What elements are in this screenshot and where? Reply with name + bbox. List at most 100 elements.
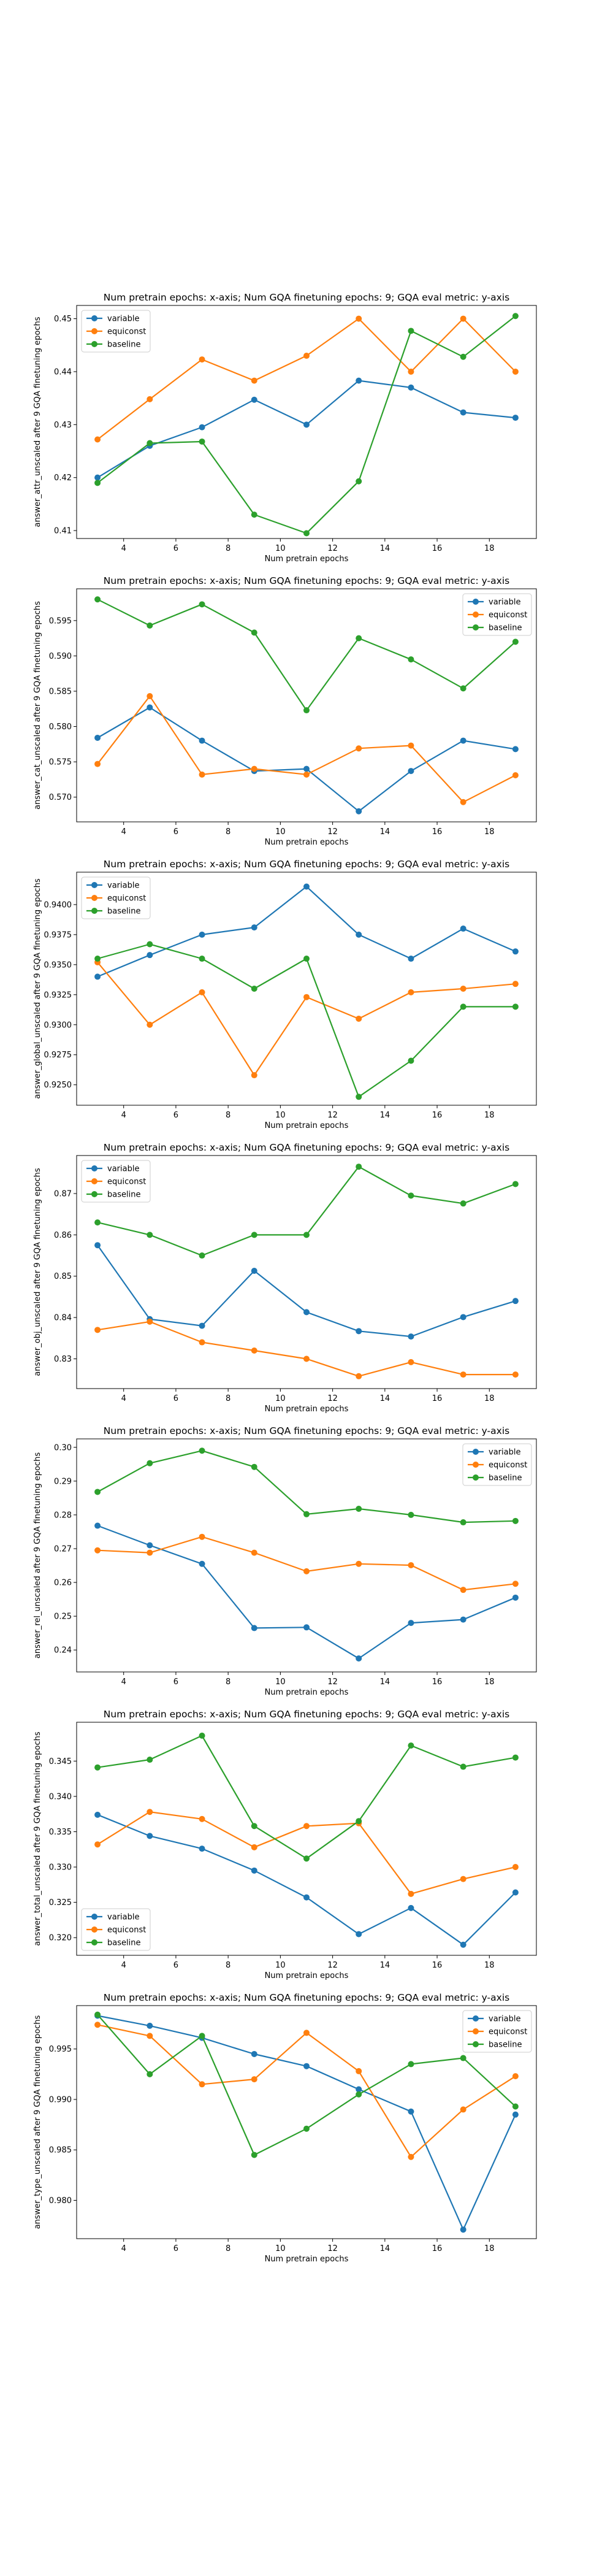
data-point-baseline <box>356 478 362 485</box>
y-tick-label: 0.25 <box>54 1612 72 1622</box>
y-tick-label: 0.570 <box>49 793 72 802</box>
data-point-equiconst <box>460 315 466 322</box>
data-point-variable <box>512 746 519 753</box>
data-point-baseline <box>460 1763 466 1770</box>
legend-marker-variable <box>91 1165 97 1171</box>
legend-label: baseline <box>107 340 140 350</box>
legend-marker-variable <box>91 882 97 888</box>
y-tick-label: 0.43 <box>54 421 72 430</box>
legend-marker-equiconst <box>91 1178 97 1184</box>
y-axis-label: answer_global_unscaled after 9 GQA finet… <box>33 878 42 1098</box>
legend-label: equiconst <box>107 894 146 903</box>
chart-5: Num pretrain epochs: x-axis; Num GQA fin… <box>33 1425 537 1697</box>
data-point-baseline <box>94 480 101 486</box>
y-tick-label: 0.980 <box>49 2196 72 2206</box>
chart-6: Num pretrain epochs: x-axis; Num GQA fin… <box>33 1709 537 1980</box>
x-axis-label: Num pretrain epochs <box>265 1121 349 1130</box>
x-tick-label: 6 <box>173 544 178 553</box>
data-point-equiconst <box>356 315 362 322</box>
data-point-baseline <box>199 956 205 962</box>
y-tick-label: 0.26 <box>54 1579 72 1588</box>
data-point-variable <box>303 883 310 890</box>
data-point-variable <box>356 931 362 938</box>
x-tick-label: 10 <box>275 1394 286 1403</box>
data-point-baseline <box>251 1463 257 1470</box>
data-point-equiconst <box>303 1568 310 1574</box>
data-point-baseline <box>303 1232 310 1238</box>
chart-title: Num pretrain epochs: x-axis; Num GQA fin… <box>104 1425 509 1436</box>
data-point-variable <box>303 2063 310 2069</box>
data-point-baseline <box>512 1003 519 1010</box>
data-point-equiconst <box>251 1072 257 1079</box>
chart-title: Num pretrain epochs: x-axis; Num GQA fin… <box>104 1992 509 2003</box>
data-point-variable <box>356 808 362 815</box>
legend: variable equiconst baseline <box>462 593 532 636</box>
x-axis-label: Num pretrain epochs <box>265 1688 349 1697</box>
data-point-variable <box>303 1624 310 1631</box>
x-tick-label: 12 <box>327 1111 338 1120</box>
x-tick-label: 8 <box>226 827 230 837</box>
x-tick-label: 18 <box>484 544 495 553</box>
x-tick-label: 14 <box>380 544 390 553</box>
data-point-equiconst <box>303 353 310 359</box>
data-point-equiconst <box>408 368 414 375</box>
x-tick-label: 8 <box>226 544 230 553</box>
x-tick-label: 6 <box>173 1961 178 1970</box>
data-point-equiconst <box>94 1841 101 1848</box>
y-tick-label: 0.44 <box>54 367 72 377</box>
legend-label: equiconst <box>107 1178 146 1187</box>
legend-label: variable <box>107 315 139 324</box>
data-point-equiconst <box>251 1347 257 1354</box>
legend-marker-baseline <box>473 2041 479 2047</box>
axes-frame <box>76 1438 537 1673</box>
data-point-variable <box>512 1594 519 1601</box>
data-point-baseline <box>94 1219 101 1226</box>
data-point-equiconst <box>199 1533 205 1540</box>
legend-marker-equiconst <box>91 1926 97 1933</box>
data-point-variable <box>303 421 310 428</box>
x-tick-label: 6 <box>173 1111 178 1120</box>
data-point-baseline <box>408 328 414 334</box>
x-tick-label: 18 <box>484 1394 495 1403</box>
data-point-equiconst <box>251 765 257 772</box>
legend-marker-equiconst <box>473 2028 479 2034</box>
y-axis-label: answer_rel_unscaled after 9 GQA finetuni… <box>33 1452 42 1658</box>
data-point-variable <box>94 973 101 980</box>
x-tick-label: 18 <box>484 827 495 837</box>
y-axis-label: answer_obj_unscaled after 9 GQA finetuni… <box>33 1168 42 1376</box>
data-point-baseline <box>94 1764 101 1771</box>
legend-marker-variable <box>91 315 97 321</box>
y-tick-label: 0.83 <box>54 1355 72 1364</box>
y-tick-label: 0.42 <box>54 473 72 483</box>
data-point-variable <box>356 2086 362 2093</box>
data-point-variable <box>199 931 205 938</box>
x-tick-label: 16 <box>432 1677 443 1687</box>
x-axis-label: Num pretrain epochs <box>265 1971 349 1980</box>
data-point-baseline <box>303 1511 310 1517</box>
legend-box <box>81 876 151 919</box>
data-point-variable <box>356 1328 362 1335</box>
data-point-variable <box>199 1560 205 1567</box>
data-point-variable <box>199 1322 205 1329</box>
x-tick-label: 14 <box>380 2244 390 2253</box>
data-point-equiconst <box>356 2068 362 2074</box>
axes-frame <box>76 588 537 822</box>
axes-frame <box>76 2005 537 2239</box>
data-point-baseline <box>512 1181 519 1187</box>
chart-1: Num pretrain epochs: x-axis; Num GQA fin… <box>33 292 537 564</box>
data-point-baseline <box>199 438 205 445</box>
data-point-baseline <box>303 707 310 714</box>
legend-label: equiconst <box>107 1926 146 1935</box>
legend-label: baseline <box>489 2041 522 2050</box>
x-tick-label: 4 <box>121 544 126 553</box>
data-point-baseline <box>147 1460 153 1466</box>
data-point-equiconst <box>199 1815 205 1822</box>
data-point-variable <box>408 384 414 391</box>
data-point-equiconst <box>303 2030 310 2036</box>
legend: variable equiconst baseline <box>462 2010 532 2053</box>
data-point-equiconst <box>251 1549 257 1556</box>
data-point-equiconst <box>147 2033 153 2039</box>
data-point-baseline <box>147 1757 153 1763</box>
data-point-variable <box>512 1298 519 1305</box>
